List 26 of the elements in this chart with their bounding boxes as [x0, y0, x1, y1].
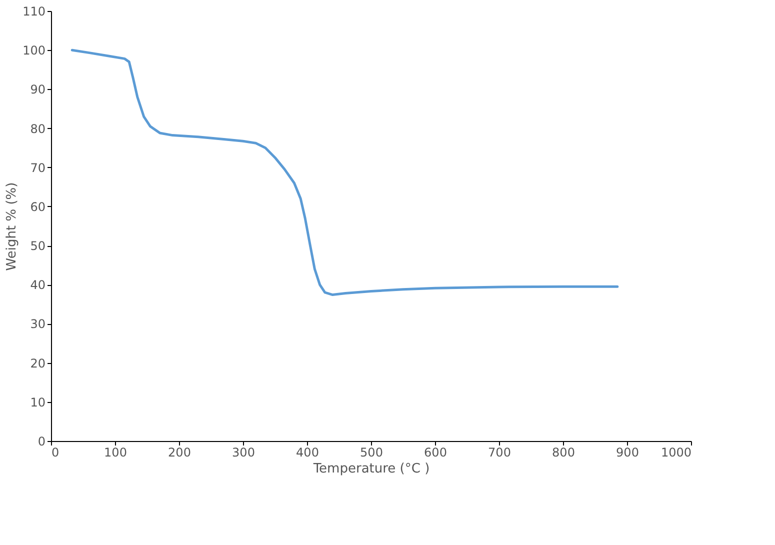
- y-axis-title: Weight % (%): [4, 182, 20, 271]
- x-axis-title: Temperature (°C ): [312, 462, 430, 476]
- x-tick-label: 1000: [660, 446, 692, 460]
- y-tick-label: 90: [30, 82, 46, 97]
- y-tick-label: 10: [30, 395, 46, 410]
- y-tick-label: 60: [30, 200, 46, 214]
- x-tick-label: 0: [52, 446, 60, 460]
- y-tick-label: 100: [22, 44, 46, 58]
- x-tick-label: 700: [488, 446, 511, 460]
- y-tick-label: 20: [30, 356, 46, 370]
- line-series: [70, 48, 619, 296]
- y-tick-label: 30: [30, 317, 46, 332]
- x-tick-label: 300: [232, 446, 255, 460]
- x-tick-label: 900: [616, 446, 639, 460]
- y-tick-label: 50: [30, 239, 46, 254]
- x-tick-label: 400: [296, 446, 319, 460]
- x-tick-label: 100: [104, 446, 127, 460]
- x-tick-label: 500: [360, 446, 383, 460]
- y-tick-label: 0: [38, 434, 46, 448]
- y-tick-label: 110: [22, 4, 46, 18]
- y-tick-label: 80: [30, 122, 46, 136]
- x-tick-label: 800: [552, 446, 575, 460]
- x-tick-label: 200: [168, 446, 191, 460]
- y-tick-label: 70: [30, 160, 46, 175]
- y-tick-label: 40: [30, 278, 46, 292]
- x-tick-label: 600: [424, 446, 447, 460]
